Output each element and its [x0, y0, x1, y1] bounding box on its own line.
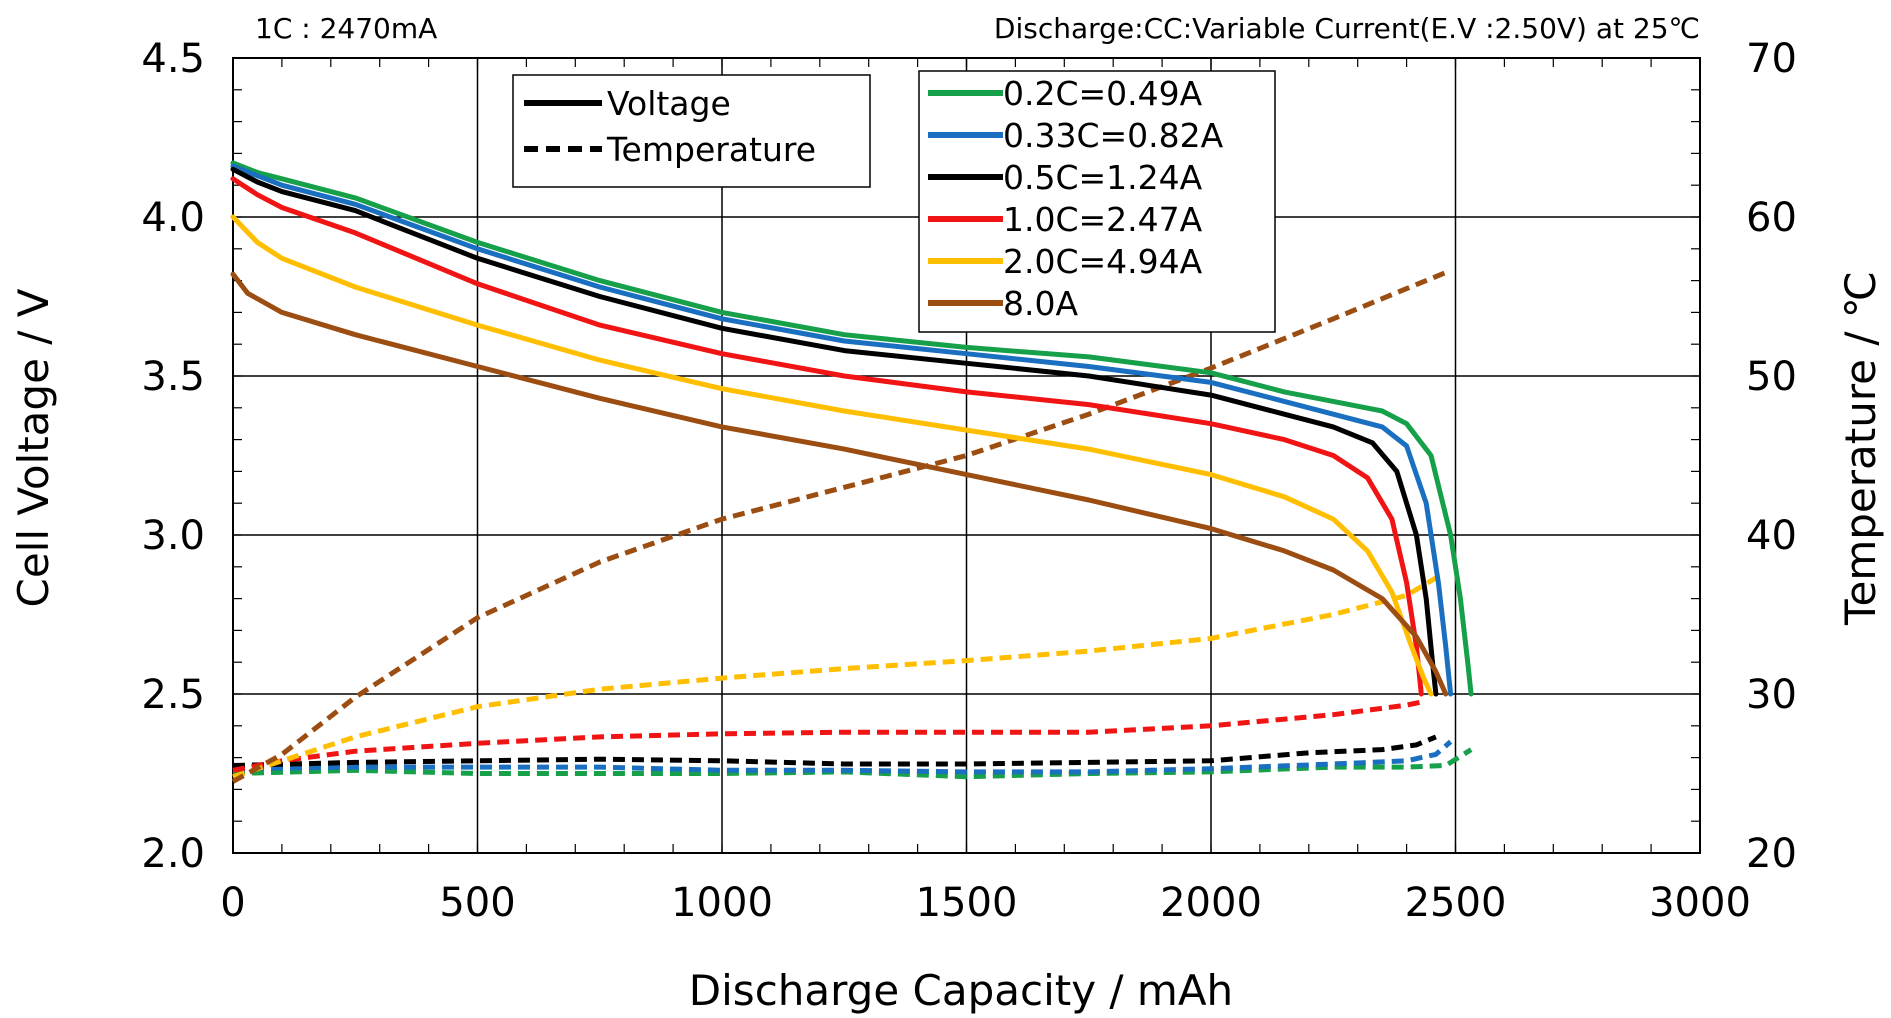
voltage-line [230, 160, 1474, 697]
style-legend: Voltage Temperature [512, 74, 871, 188]
y2-tick-label: 50 [1746, 354, 1797, 400]
y-tick-label: 2.5 [141, 672, 205, 718]
temperature-line [231, 270, 1447, 784]
y-tick-label: 2.0 [141, 831, 205, 877]
series-legend-label: 0.33C=0.82A [1003, 116, 1224, 155]
x-tick-label: 2500 [1405, 880, 1507, 926]
style-legend-temperature-label: Temperature [606, 130, 816, 169]
temperature-line [232, 747, 1473, 780]
x-axis-title: Discharge Capacity / mAh [689, 966, 1233, 1015]
voltage-line [230, 176, 1424, 697]
x-tick-label: 1500 [916, 880, 1018, 926]
grid-layer [232, 57, 1701, 854]
tick-label-layer: 0 500 1000 1500 2000 2500 3000 2.0 2.5 3.0 3.5 4.0 4… [141, 36, 1797, 926]
series-layer [230, 160, 1474, 784]
series-legend-box [918, 70, 1276, 333]
y-tick-label: 3.0 [141, 513, 205, 559]
header-right-note: Discharge:CC:Variable Current(E.V :2.50V… [994, 12, 1700, 45]
y-tick-label: 3.5 [141, 354, 205, 400]
style-legend-box [512, 74, 871, 188]
series-legend-label: 8.0A [1003, 284, 1078, 323]
voltage-line [230, 163, 1454, 697]
voltage-line [230, 214, 1434, 697]
series-legend-label: 0.5C=1.24A [1003, 158, 1203, 197]
voltage-line [230, 271, 1449, 697]
x-tick-label: 500 [439, 880, 515, 926]
y-tick-label: 4.5 [141, 36, 205, 82]
y-axis-title: Cell Voltage / V [9, 288, 58, 607]
series-legend-label: 0.2C=0.49A [1003, 74, 1203, 113]
style-legend-voltage-label: Voltage [607, 84, 731, 123]
plot-border [232, 57, 1701, 854]
x-tick-label: 1000 [671, 880, 773, 926]
y2-tick-label: 40 [1746, 513, 1797, 559]
y2-tick-label: 30 [1746, 672, 1797, 718]
series-legend: 0.2C=0.49A0.33C=0.82A0.5C=1.24A1.0C=2.47… [918, 70, 1276, 333]
y2-tick-label: 70 [1746, 36, 1797, 82]
series-legend-label: 2.0C=4.94A [1003, 242, 1203, 281]
x-tick-label: 3000 [1649, 880, 1751, 926]
x-tick-label: 2000 [1160, 880, 1262, 926]
x-tick-label: 0 [220, 880, 245, 926]
header-left-note: 1C : 2470mA [255, 12, 437, 45]
temperature-line [232, 739, 1453, 775]
voltage-line [230, 166, 1439, 697]
series-legend-label: 1.0C=2.47A [1003, 200, 1203, 239]
y-tick-label: 4.0 [141, 195, 205, 241]
y2-tick-label: 60 [1746, 195, 1797, 241]
y2-axis-title: Temperature / ℃ [1836, 271, 1885, 626]
temperature-line [232, 699, 1422, 773]
temperature-line [232, 734, 1437, 768]
y2-tick-label: 20 [1746, 831, 1797, 877]
